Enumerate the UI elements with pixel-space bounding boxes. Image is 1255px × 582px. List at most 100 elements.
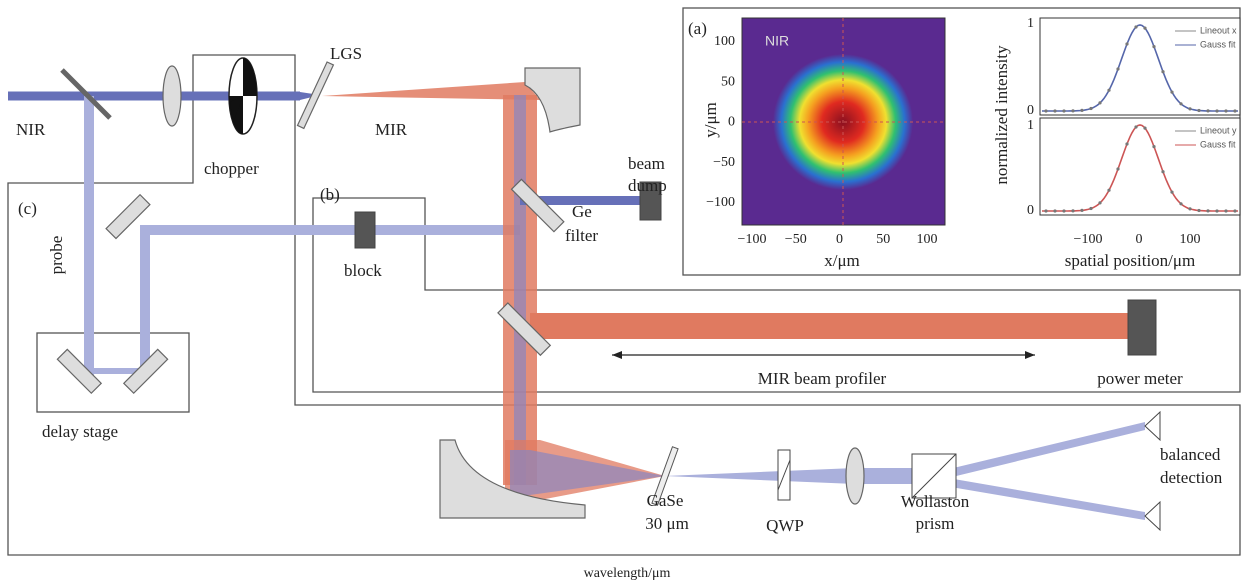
chopper-wheel (229, 58, 257, 134)
lineout-point (1098, 101, 1101, 104)
lineout-point (1071, 209, 1074, 212)
label: block (344, 261, 382, 280)
label: 30 μm (645, 514, 689, 533)
label: delay stage (42, 422, 118, 441)
lineout-point (1188, 207, 1191, 210)
lineout-point (1125, 142, 1128, 145)
lineout-point (1125, 42, 1128, 45)
lineout-point (1044, 109, 1047, 112)
lineout-point (1107, 89, 1110, 92)
legend-entry: Gauss fit (1200, 39, 1236, 49)
legend-entry: Lineout y (1200, 125, 1237, 135)
caption: wavelength/μm (584, 566, 671, 581)
detector-beam (945, 478, 1145, 520)
lineout-point (1134, 25, 1137, 28)
tick-label: 0 (1027, 103, 1034, 118)
tick-label: −50 (713, 155, 735, 170)
tick-label: 100 (714, 34, 735, 49)
legend-entry: Gauss fit (1200, 139, 1236, 149)
qwp (778, 450, 790, 500)
lineout-point (1053, 109, 1056, 112)
lineout-point (1116, 67, 1119, 70)
lineout-point (1224, 209, 1227, 212)
axis-label: normalized intensity (992, 45, 1011, 185)
tick-label: 0 (728, 115, 735, 130)
tick-label: 1 (1027, 118, 1034, 133)
tick-label: −100 (706, 195, 735, 210)
tick-label: −50 (785, 232, 807, 247)
lineout-point (1089, 107, 1092, 110)
axis-label: spatial position/μm (1065, 251, 1195, 270)
lineout-point (1215, 209, 1218, 212)
lineout-point (1080, 209, 1083, 212)
tick-label: −100 (1074, 232, 1103, 247)
lineout-point (1116, 167, 1119, 170)
probe-beam (140, 225, 520, 235)
lineout-point (1071, 109, 1074, 112)
lineout-point (1224, 109, 1227, 112)
tick-label: 1 (1027, 16, 1034, 31)
label: beam (628, 154, 665, 173)
tick-label: 0 (836, 232, 843, 247)
detector (1145, 412, 1160, 440)
lineout-point (1062, 109, 1065, 112)
tick-label: 50 (876, 232, 890, 247)
label: MIR beam profiler (758, 369, 887, 388)
lineout-point (1080, 109, 1083, 112)
lineout-point (1098, 201, 1101, 204)
tick-label: 100 (1180, 232, 1201, 247)
label: probe (47, 236, 66, 275)
detector-beam (945, 422, 1145, 478)
lineout-point (1179, 202, 1182, 205)
tick-label: −100 (738, 232, 767, 247)
probe-beam (140, 225, 150, 375)
lineout-point (1206, 209, 1209, 212)
label: chopper (204, 159, 259, 178)
lineout-point (1143, 27, 1146, 30)
detector (1145, 502, 1160, 530)
axis-label: x/μm (824, 251, 860, 270)
label: MIR (375, 120, 408, 139)
label: Wollaston (901, 492, 970, 511)
beams (8, 82, 1145, 520)
lineout-point (1062, 209, 1065, 212)
lineout-point (1188, 107, 1191, 110)
lineout-point (1206, 109, 1209, 112)
lineout-point (1107, 189, 1110, 192)
lineout-point (1152, 145, 1155, 148)
probe-beam (84, 96, 94, 376)
tick-label: 50 (721, 74, 735, 89)
lens (163, 66, 181, 126)
tick-label: 0 (1136, 232, 1143, 247)
lineout-point (1161, 170, 1164, 173)
label: power meter (1097, 369, 1183, 388)
label: detection (1160, 468, 1223, 487)
panel-label: (a) (688, 19, 707, 38)
lineout-point (1233, 109, 1236, 112)
label: dump (628, 176, 667, 195)
setup-diagram: NIR LGS MIR chopper beam dump Ge filter … (0, 0, 1255, 582)
label: prism (916, 514, 955, 533)
lineout-point (1197, 109, 1200, 112)
lineout-point (1161, 70, 1164, 73)
legend-entry: Lineout x (1200, 25, 1237, 35)
tick-label: 100 (917, 232, 938, 247)
lineout-point (1233, 209, 1236, 212)
power-meter (1128, 300, 1156, 355)
lineout-point (1197, 209, 1200, 212)
image-tag: NIR (765, 33, 789, 49)
lineout-point (1170, 91, 1173, 94)
lens (846, 448, 864, 504)
label: Ge (572, 202, 592, 221)
lineout-point (1215, 109, 1218, 112)
lineout-point (1044, 209, 1047, 212)
label: balanced (1160, 445, 1221, 464)
label: NIR (16, 120, 46, 139)
lineout-point (1143, 127, 1146, 130)
block (355, 212, 375, 248)
lineout-point (1179, 102, 1182, 105)
label: (b) (320, 185, 340, 204)
inset: (a) NIR x/μm y/μm normalized intensity s… (688, 16, 1240, 270)
lineout-point (1134, 125, 1137, 128)
label: (c) (18, 199, 37, 218)
